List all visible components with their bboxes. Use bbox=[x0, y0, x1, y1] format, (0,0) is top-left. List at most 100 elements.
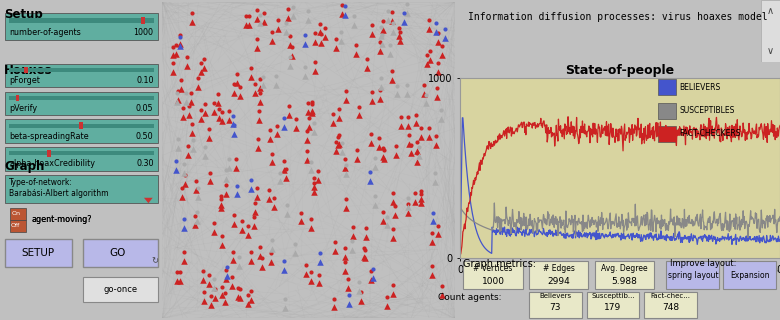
Point bbox=[174, 278, 186, 284]
Point bbox=[312, 177, 324, 182]
Point bbox=[361, 56, 374, 61]
Point bbox=[355, 299, 367, 304]
Point bbox=[252, 145, 264, 150]
Point bbox=[213, 115, 225, 120]
Text: go-once: go-once bbox=[103, 285, 137, 294]
Point bbox=[332, 132, 345, 138]
Point bbox=[309, 39, 321, 44]
Point bbox=[329, 239, 342, 244]
Point bbox=[215, 118, 228, 124]
Bar bbox=[463, 261, 523, 289]
Point bbox=[290, 126, 303, 131]
Text: agent-moving?: agent-moving? bbox=[32, 215, 93, 224]
Point bbox=[179, 172, 191, 178]
Point bbox=[257, 83, 269, 88]
Point bbox=[312, 168, 324, 173]
Point bbox=[171, 270, 183, 275]
Point bbox=[176, 186, 189, 191]
Point bbox=[197, 56, 210, 61]
Point bbox=[367, 276, 379, 281]
Point bbox=[166, 44, 179, 49]
Point bbox=[228, 90, 240, 95]
Point bbox=[375, 25, 388, 30]
Point bbox=[220, 176, 232, 181]
Point bbox=[340, 171, 353, 176]
Point bbox=[328, 120, 340, 125]
Point bbox=[307, 185, 320, 190]
Text: ∨: ∨ bbox=[767, 46, 774, 56]
Point bbox=[289, 250, 301, 255]
Point bbox=[209, 295, 222, 300]
Point bbox=[190, 179, 202, 184]
Point bbox=[332, 141, 345, 146]
Point bbox=[432, 223, 445, 228]
Point bbox=[245, 74, 257, 79]
Text: # Edges: # Edges bbox=[543, 264, 575, 273]
Point bbox=[181, 54, 193, 59]
Point bbox=[385, 19, 398, 24]
Point bbox=[369, 155, 381, 160]
Point bbox=[236, 219, 248, 224]
Point bbox=[358, 246, 370, 251]
Point bbox=[243, 22, 256, 27]
Point bbox=[287, 13, 300, 18]
Point bbox=[209, 286, 222, 292]
Point bbox=[173, 32, 186, 37]
Point bbox=[282, 7, 295, 12]
Point bbox=[279, 296, 292, 301]
Point bbox=[365, 268, 378, 274]
Point bbox=[339, 4, 351, 9]
Point bbox=[183, 152, 195, 157]
Bar bbox=[83, 239, 158, 267]
Point bbox=[330, 140, 342, 145]
Point bbox=[309, 30, 321, 36]
Point bbox=[181, 63, 193, 68]
Point bbox=[264, 251, 277, 256]
Point bbox=[390, 144, 402, 149]
Point bbox=[278, 159, 290, 164]
Point bbox=[233, 287, 246, 292]
Text: pForget: pForget bbox=[9, 76, 41, 85]
Point bbox=[404, 142, 417, 147]
Point bbox=[284, 42, 296, 47]
Point bbox=[392, 34, 405, 39]
Text: agent-moving?: agent-moving? bbox=[32, 215, 93, 224]
Point bbox=[402, 195, 414, 200]
Point bbox=[177, 114, 190, 119]
Bar bbox=[529, 261, 588, 289]
Point bbox=[223, 157, 236, 162]
Bar bbox=[5, 119, 158, 143]
Point bbox=[203, 272, 215, 277]
Point bbox=[329, 45, 342, 50]
Point bbox=[282, 104, 295, 109]
Point bbox=[335, 38, 347, 43]
Point bbox=[426, 264, 438, 269]
Point bbox=[251, 195, 264, 200]
Point bbox=[279, 29, 292, 35]
Point bbox=[381, 304, 393, 309]
Point bbox=[216, 233, 229, 238]
Point bbox=[391, 92, 403, 97]
Point bbox=[387, 199, 399, 204]
Point bbox=[189, 214, 201, 219]
Point bbox=[236, 228, 248, 233]
Point bbox=[199, 144, 211, 149]
Bar bbox=[760, 0, 780, 62]
Bar bbox=[644, 292, 697, 318]
Text: Count agents:: Count agents: bbox=[438, 292, 502, 301]
Point bbox=[228, 221, 240, 226]
Text: 2994: 2994 bbox=[547, 277, 570, 286]
Point bbox=[204, 179, 216, 184]
Point bbox=[241, 224, 254, 229]
Point bbox=[381, 8, 394, 13]
Point bbox=[245, 65, 257, 70]
Bar bbox=[5, 64, 158, 87]
Point bbox=[314, 30, 327, 35]
Point bbox=[250, 17, 263, 22]
Point bbox=[339, 255, 352, 260]
Point bbox=[195, 108, 207, 113]
Title: State-of-people: State-of-people bbox=[566, 64, 675, 77]
Point bbox=[340, 206, 353, 211]
Point bbox=[241, 233, 254, 238]
Point bbox=[266, 151, 278, 156]
